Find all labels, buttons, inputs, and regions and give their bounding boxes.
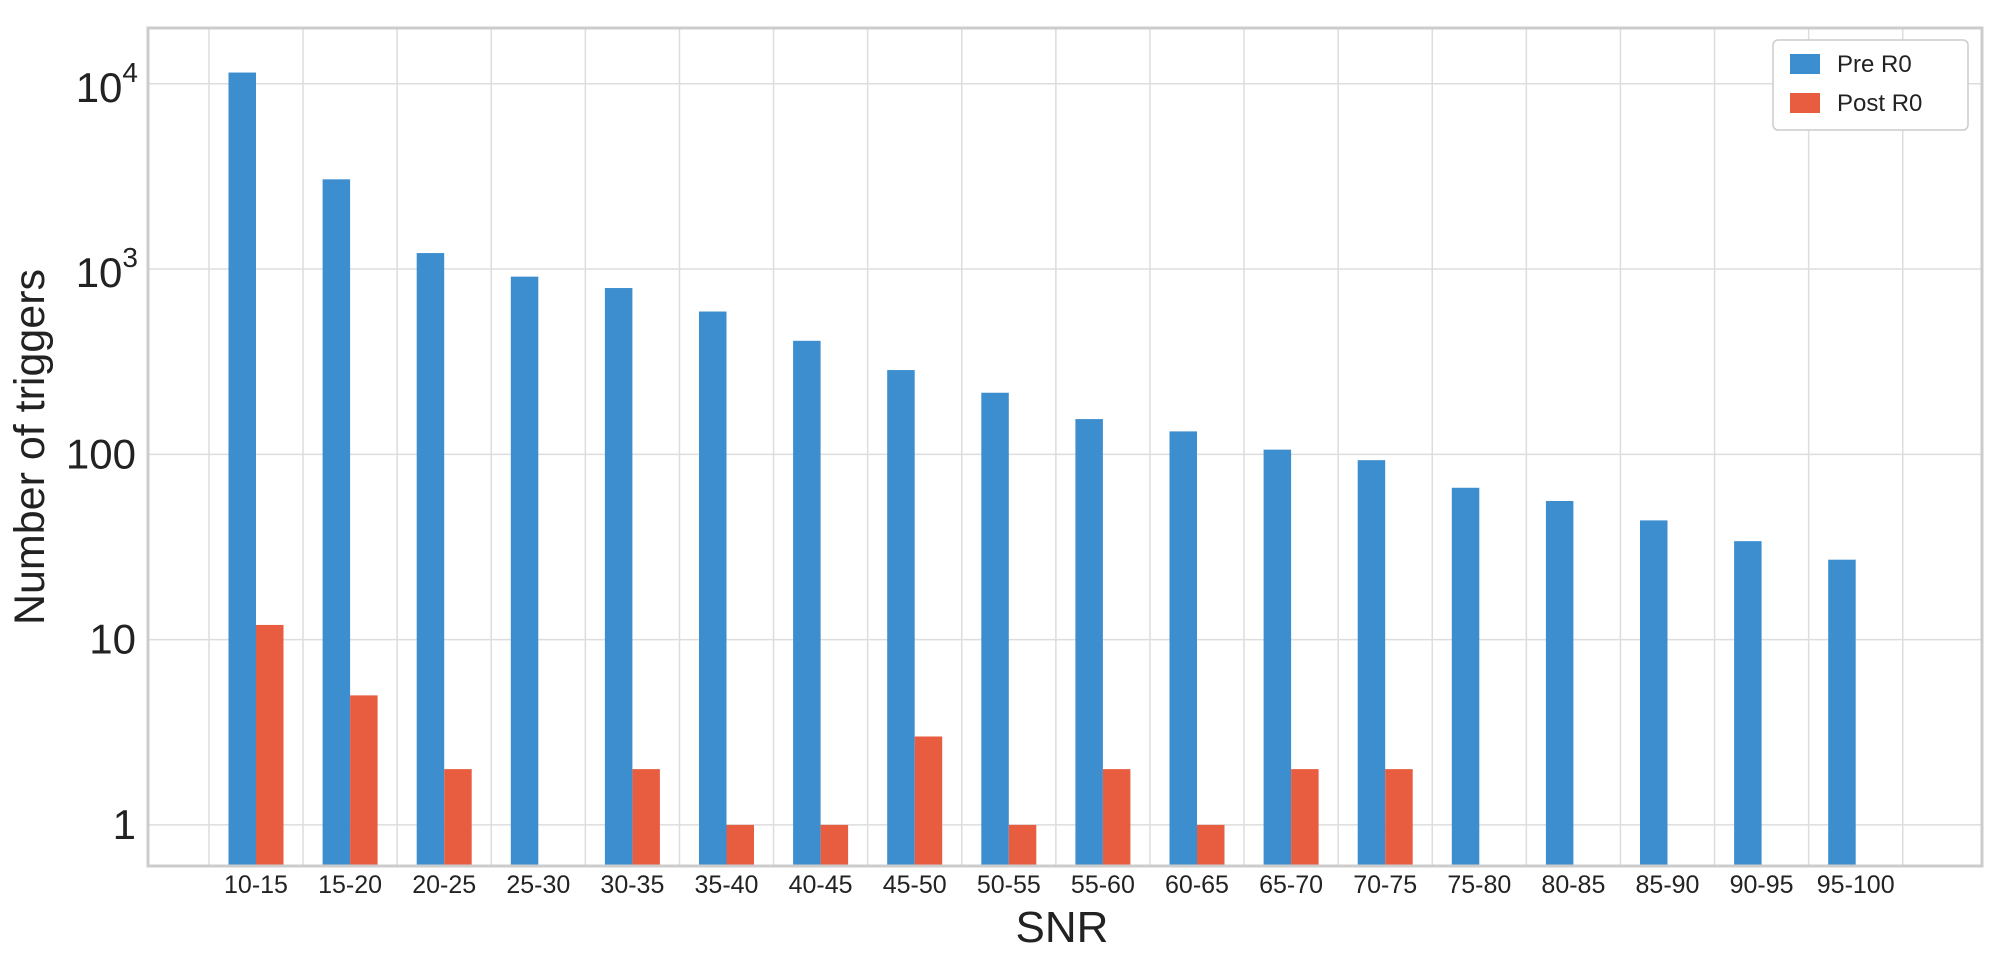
x-tick-label: 60-65 bbox=[1165, 871, 1229, 899]
x-tick-label: 30-35 bbox=[600, 871, 664, 899]
bar-post-r0-50-55 bbox=[1008, 824, 1037, 866]
bar-pre-r0-25-30 bbox=[510, 276, 539, 867]
bar-pre-r0-65-70 bbox=[1263, 449, 1292, 866]
bar-pre-r0-80-85 bbox=[1545, 500, 1574, 866]
plot-frame bbox=[146, 26, 1984, 868]
legend-swatch bbox=[1790, 93, 1820, 113]
x-tick-label: 25-30 bbox=[506, 871, 570, 899]
y-axis-label: Number of triggers bbox=[6, 269, 54, 625]
x-tick-label: 50-55 bbox=[977, 871, 1041, 899]
bar-post-r0-55-60 bbox=[1102, 769, 1131, 866]
legend-box bbox=[1772, 39, 1969, 131]
bar-pre-r0-75-80 bbox=[1451, 487, 1480, 866]
bar-pre-r0-55-60 bbox=[1075, 419, 1103, 866]
x-tick-label: 85-90 bbox=[1636, 871, 1700, 899]
legend-swatch bbox=[1790, 54, 1820, 74]
bar-pre-r0-95-100 bbox=[1828, 559, 1856, 866]
bar-pre-r0-35-40 bbox=[699, 311, 727, 866]
bar-post-r0-70-75 bbox=[1385, 769, 1413, 866]
y-tick-label: 103 bbox=[76, 242, 138, 296]
x-tick-label: 15-20 bbox=[318, 871, 382, 899]
bar-pre-r0-85-90 bbox=[1640, 520, 1668, 866]
legend-label: Pre R0 bbox=[1837, 51, 1912, 78]
bar-pre-r0-50-55 bbox=[981, 392, 1009, 866]
x-tick-label: 35-40 bbox=[695, 871, 759, 899]
x-axis-label: SNR bbox=[1016, 903, 1109, 952]
bar-post-r0-35-40 bbox=[726, 824, 754, 866]
x-tick-label: 75-80 bbox=[1447, 871, 1511, 899]
bar-pre-r0-70-75 bbox=[1357, 460, 1386, 866]
legend: Pre R0 Post R0 bbox=[1772, 39, 1969, 131]
legend-label: Post R0 bbox=[1837, 90, 1922, 117]
x-tick-label: 40-45 bbox=[789, 871, 853, 899]
x-tick-label: 55-60 bbox=[1071, 871, 1135, 899]
y-tick-label: 100 bbox=[66, 430, 136, 477]
y-tick-label: 104 bbox=[76, 57, 138, 111]
x-tick-label: 65-70 bbox=[1259, 871, 1323, 899]
bar-post-r0-45-50 bbox=[914, 736, 943, 866]
x-tick-label: 70-75 bbox=[1353, 871, 1417, 899]
bar-post-r0-65-70 bbox=[1291, 769, 1319, 866]
bar-pre-r0-90-95 bbox=[1734, 541, 1762, 866]
plot-background bbox=[148, 28, 1982, 866]
bar-post-r0-60-65 bbox=[1197, 824, 1225, 866]
x-tick-label: 95-100 bbox=[1817, 871, 1895, 899]
grid-lines bbox=[148, 28, 1982, 866]
bar-post-r0-40-45 bbox=[820, 824, 849, 866]
x-tick-label: 10-15 bbox=[224, 871, 288, 899]
x-tick-label: 80-85 bbox=[1541, 871, 1605, 899]
bar-pre-r0-20-25 bbox=[416, 253, 445, 866]
x-tick-label: 45-50 bbox=[883, 871, 947, 899]
bar-pre-r0-15-20 bbox=[322, 179, 351, 866]
bar-post-r0-30-35 bbox=[632, 769, 660, 866]
bar-pre-r0-10-15 bbox=[228, 72, 256, 866]
bar-post-r0-20-25 bbox=[444, 769, 472, 866]
bar-pre-r0-60-65 bbox=[1169, 431, 1197, 866]
y-tick-label: 10 bbox=[89, 616, 136, 663]
x-tick-labels: 10-15 15-20 20-25 25-30 30-35 35-40 40-45 45-50… bbox=[224, 871, 1895, 899]
x-tick-label: 20-25 bbox=[412, 871, 476, 899]
bars bbox=[228, 72, 1856, 867]
bar-pre-r0-30-35 bbox=[604, 288, 633, 866]
y-tick-labels: 1 10 100 103 104 bbox=[66, 57, 138, 848]
bar-post-r0-15-20 bbox=[350, 695, 378, 866]
x-tick-label: 90-95 bbox=[1730, 871, 1794, 899]
bar-pre-r0-40-45 bbox=[793, 340, 821, 867]
y-tick-label: 1 bbox=[113, 801, 136, 848]
bar-post-r0-10-15 bbox=[256, 624, 284, 866]
bar-pre-r0-45-50 bbox=[887, 370, 915, 866]
